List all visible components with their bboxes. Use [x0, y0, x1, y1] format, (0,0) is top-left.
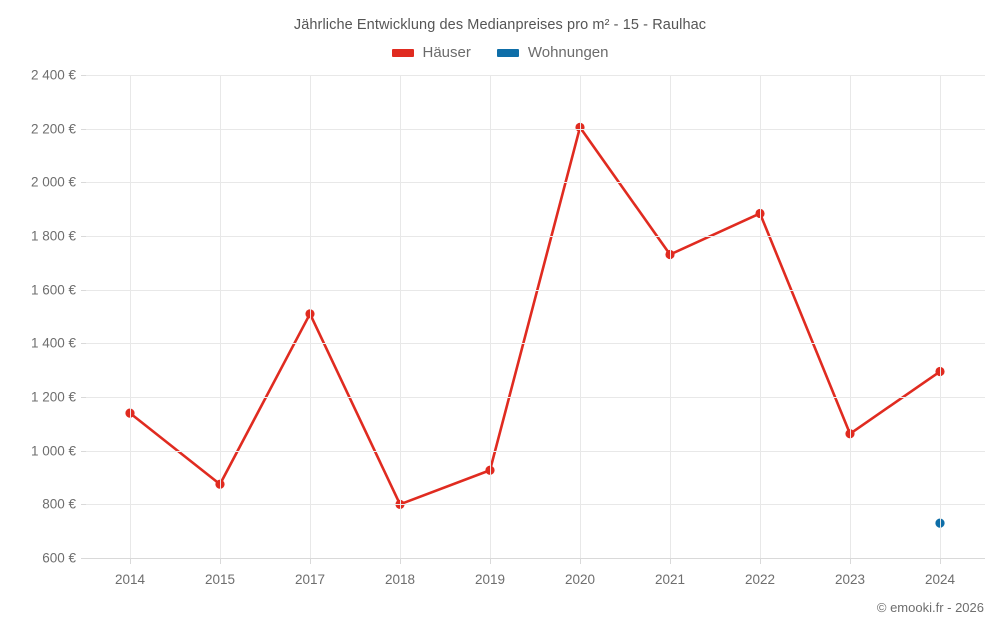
- legend-swatch-icon: [391, 48, 414, 57]
- gridline-horizontal: [86, 450, 985, 452]
- x-tick-mark: [220, 558, 221, 564]
- y-tick-label: 2 400 €: [30, 67, 76, 83]
- gridline-vertical: [940, 75, 941, 558]
- chart-legend: Häuser Wohnungen: [0, 44, 1000, 61]
- x-axis-line: [86, 558, 985, 559]
- y-tick-mark: [81, 504, 86, 506]
- x-tick-label: 2017: [294, 572, 326, 587]
- gridline-horizontal: [86, 289, 985, 291]
- x-tick-mark: [940, 558, 941, 564]
- gridline-horizontal: [86, 182, 985, 184]
- x-tick-mark: [310, 558, 311, 564]
- gridline-horizontal: [86, 504, 985, 506]
- x-tick-label: 2018: [384, 572, 416, 587]
- x-tick-mark: [130, 558, 131, 564]
- series-line-häuser: [128, 126, 942, 506]
- gridline-vertical: [850, 75, 851, 558]
- y-tick-mark: [81, 75, 86, 76]
- legend-label: Wohnungen: [527, 44, 609, 61]
- data-point[interactable]: [305, 309, 315, 319]
- x-tick-mark: [670, 558, 671, 564]
- y-tick-label: 1 600 €: [30, 282, 76, 298]
- legend-item-wohnungen[interactable]: Wohnungen: [496, 44, 609, 61]
- gridline-horizontal: [86, 75, 985, 76]
- gridline-horizontal: [86, 343, 985, 345]
- gridline-horizontal: [86, 128, 985, 130]
- x-tick-label: 2024: [924, 572, 956, 587]
- y-axis: 2 400 € 2 200 € 2 000 € 1 800 € 1 600 € 1 400…: [0, 68, 76, 566]
- x-tick-label: 2021: [654, 572, 686, 587]
- y-tick-mark: [81, 450, 86, 452]
- x-tick-label: 2014: [114, 572, 146, 587]
- y-tick-mark: [81, 558, 86, 559]
- footer-credit: © emooki.fr - 2026: [876, 600, 984, 615]
- y-tick-mark: [81, 182, 86, 184]
- legend-label: Häuser: [422, 44, 471, 61]
- chart-title: Jährliche Entwicklung des Medianpreises …: [293, 17, 707, 33]
- gridline-vertical: [400, 75, 401, 558]
- y-tick-mark: [81, 397, 86, 398]
- y-tick-mark: [81, 343, 86, 345]
- plot-area: 2014 2015 2017 2018 2019 2020 2021 2022 2023 2024: [81, 75, 985, 587]
- y-tick-label: 2 000 €: [30, 174, 76, 190]
- data-point[interactable]: [215, 479, 225, 489]
- y-tick-mark: [81, 289, 86, 291]
- y-tick-label: 800 €: [42, 496, 76, 512]
- gridline-horizontal: [86, 397, 985, 398]
- x-tick-label: 2020: [564, 572, 596, 587]
- y-tick-mark: [81, 128, 86, 130]
- x-tick-mark: [400, 558, 401, 564]
- y-tick-label: 1 800 €: [30, 228, 76, 244]
- y-tick-label: 600 €: [42, 550, 76, 566]
- gridline-vertical: [670, 75, 671, 558]
- y-tick-label: 1 200 €: [30, 389, 76, 405]
- y-tick-label: 1 000 €: [30, 443, 76, 459]
- legend-swatch-icon: [496, 48, 519, 57]
- gridline-vertical: [130, 75, 131, 558]
- gridline-vertical: [580, 75, 581, 558]
- x-tick-label: 2019: [474, 572, 506, 587]
- x-tick-mark: [850, 558, 851, 564]
- y-tick-label: 1 400 €: [30, 335, 76, 351]
- gridline-vertical: [490, 75, 491, 558]
- gridline-vertical: [760, 75, 761, 558]
- gridline-vertical: [310, 75, 311, 558]
- x-tick-mark: [760, 558, 761, 564]
- x-tick-label: 2023: [834, 572, 866, 587]
- x-tick-label: 2015: [204, 572, 236, 587]
- legend-item-häuser[interactable]: Häuser: [391, 44, 471, 61]
- x-tick-mark: [580, 558, 581, 564]
- x-tick-mark: [490, 558, 491, 564]
- gridline-horizontal: [86, 236, 985, 237]
- gridline-vertical: [220, 75, 221, 558]
- y-tick-label: 2 200 €: [30, 121, 76, 137]
- y-tick-mark: [81, 236, 86, 237]
- x-tick-label: 2022: [744, 572, 776, 587]
